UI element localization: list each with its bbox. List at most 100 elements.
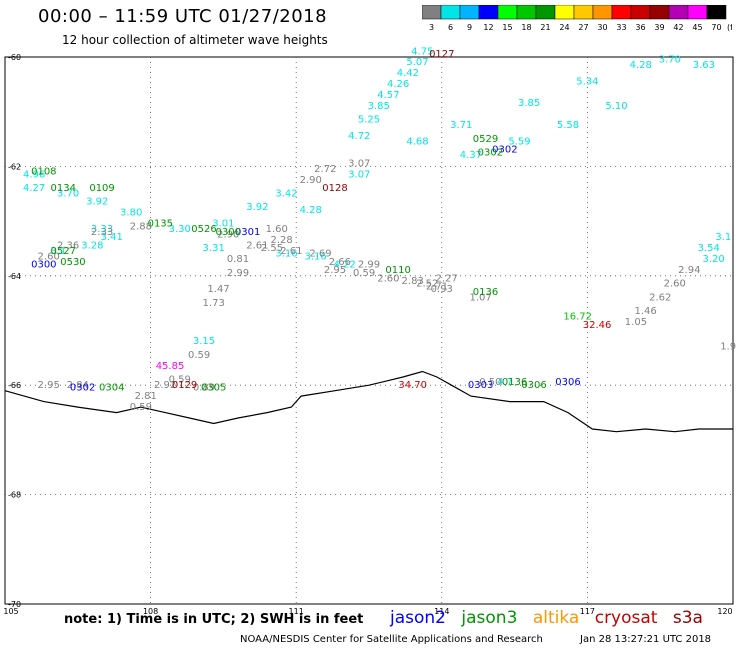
map-value-label: 5.25 [358,115,380,126]
map-value-label: 4.37 [460,150,482,161]
generated-timestamp: Jan 28 13:27:21 UTC 2018 [580,634,712,645]
map-value-label: 4.75 [411,46,433,57]
map-value-label: 3.20 [702,254,724,265]
scale-label: 15 [502,23,512,32]
footer-note: note: 1) Time is in UTC; 2) SWH is in fe… [64,612,364,627]
map-value-label: 0108 [31,167,56,178]
map-value-label: 1.47 [207,284,229,295]
map-value-label: 3.1 [715,232,731,243]
lat-tick-label: -60 [8,53,21,62]
scale-label: 27 [578,23,588,32]
map-value-label: 0301 [235,227,260,238]
satellite-altika: altika [532,608,580,628]
scale-label: 21 [540,23,550,32]
satellite-s3a: s3a [672,608,703,628]
map-value-label: 0.59 [353,268,375,279]
map-value-label: 0.93 [431,284,453,295]
lat-tick-label: -66 [8,381,21,390]
map-value-label: 3.1 [50,246,66,257]
map-value-label: 3.07 [348,158,370,169]
map-value-label: 0129 [172,380,197,391]
map-value-label: 3.42 [275,188,297,199]
map-value-label: 4.72 [348,131,370,142]
map-value-label: 2.69 [309,249,331,260]
map-value-label: 0526 [191,224,216,235]
map-value-label: 4.42 [397,68,419,79]
map-value-label: 0134 [51,183,76,194]
scale-swatch [706,5,727,20]
map-value-label: 0.59 [188,350,210,361]
map-value-label: 1.73 [203,298,225,309]
map-value-label: 3.33 [91,224,113,235]
map-value-label: 3.54 [698,243,720,254]
map-value-label: 2.36 [57,240,79,251]
scale-label: 36 [635,23,645,32]
satellite-jason2: jason2 [390,608,446,628]
map-value-label: 16.72 [563,312,592,323]
map-value-label: 32.46 [583,320,612,331]
map-value-label: 0.81 [227,254,249,265]
map-value-label: 4.22 [334,260,356,271]
map-value-label: 0306 [521,380,546,391]
map-value-label: 2.94 [678,265,700,276]
scale-label: 24 [559,23,569,32]
map-value-label: 0530 [60,257,85,268]
map-value-label: 0135 [148,219,173,230]
scale-label: 9 [467,23,472,32]
map-value-label: 2.92 [154,380,176,391]
map-value-label: 3.16 [304,251,326,262]
map-value-label: 3.41 [101,232,123,243]
lat-tick-label: -64 [8,272,21,281]
scale-label: 12 [483,23,493,32]
satellite-legend: jason2 jason3 altika cryosat s3a [390,608,713,628]
map-value-label: 0110 [385,265,410,276]
map-value-label: 2.61 [280,246,302,257]
map-value-label: 4.96 [23,169,45,180]
map-value-label: 0527 [51,246,76,257]
map-value-label: 2.90 [300,175,322,186]
satellite-jason3: jason3 [461,608,518,628]
map-value-label: 2.72 [314,164,336,175]
map-value-label: 2.62 [649,292,671,303]
map-value-label: 2.33 [91,227,113,238]
scale-label: 39 [654,23,664,32]
map-value-label: 0128 [322,183,347,194]
map-value-label: 2.88 [130,221,152,232]
map-value-label: 2.71 [426,281,448,292]
map-value-label: 4.28 [630,60,652,71]
scale-label: 3 [429,23,434,32]
map-value-label: 2.83 [402,276,424,287]
map-value-label: 0303 [468,380,493,391]
credit-line: NOAA/NESDIS Center for Satellite Applica… [240,634,543,645]
map-value-label: 0306 [555,377,580,388]
map-value-label: 0136 [502,377,527,388]
lon-tick-label: 105 [3,607,18,616]
map-value-label: 1.07 [469,292,491,303]
map-value-label: 3.31 [203,243,225,254]
lon-tick-label: 114 [434,607,449,616]
map-value-label: 0302 [478,147,503,158]
map-value-label: 2.60 [38,251,60,262]
map-value-label: 2.81 [135,391,157,402]
map-value-label: 0300 [216,227,241,238]
map-value-label: 2.60 [664,279,686,290]
map-value-label: 0529 [473,134,498,145]
satellite-cryosat: cryosat [594,608,658,628]
map-value-label: 3.70 [659,54,681,65]
lon-tick-label: 108 [143,607,158,616]
lat-tick-label: -62 [8,162,21,171]
map-value-label: 3.15 [193,336,215,347]
map-value-label: 3.85 [518,98,540,109]
map-value-label: 4.7 [497,377,513,388]
map-value-label: 0127 [429,49,454,60]
map-value-label: 0302 [70,383,95,394]
map-value-label: 5.58 [557,120,579,131]
scale-label: 18 [521,23,531,32]
map-value-label: 2.28 [271,235,293,246]
map-value-label: 3.92 [246,202,268,213]
lon-tick-label: 120 [717,607,732,616]
map-value-label: 2.99 [227,268,249,279]
map-value-label: 45.85 [156,361,185,372]
map-value-label: 3.70 [57,188,79,199]
